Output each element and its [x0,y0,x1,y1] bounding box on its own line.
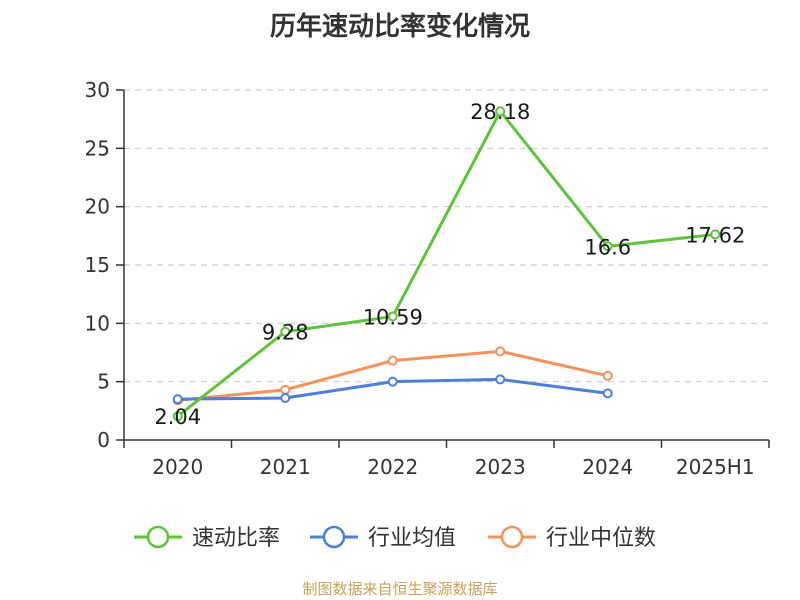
series-line-0 [176,109,716,418]
x-tick-label: 2021 [260,455,311,479]
data-point [602,370,613,381]
data-label: 9.28 [262,321,309,345]
y-tick-label: 20 [85,195,110,219]
data-point [280,326,291,337]
y-tick-label: 0 [97,428,110,452]
data-label: 16.6 [584,235,631,259]
x-tick-label: 2022 [367,455,418,479]
data-label: 2.04 [154,405,201,429]
legend-label: 行业中位数 [546,526,656,551]
legend-label: 行业均值 [368,526,456,551]
data-point [495,106,506,117]
x-tick-label: 2024 [582,455,633,479]
y-tick-label: 15 [85,253,110,277]
data-point [602,388,613,399]
data-point [495,374,506,385]
source-note: 制图数据来自恒生聚源数据库 [302,580,498,598]
chart-title: 历年速动比率变化情况 [269,12,530,42]
data-point [602,241,613,252]
x-tick-label: 2023 [475,455,526,479]
data-point [172,394,183,405]
y-tick-label: 25 [85,136,110,160]
data-point [387,355,398,366]
data-point [280,393,291,403]
legend-item: 行业中位数 [488,525,656,551]
legend-label: 速动比率 [192,526,280,551]
legend-marker [146,525,170,549]
legend-marker [322,525,346,549]
y-tick-label: 30 [85,78,110,102]
data-label: 17.62 [685,223,745,247]
data-point [710,229,721,240]
y-tick-label: 5 [97,370,110,394]
legend-item: 行业均值 [310,525,456,551]
legend-marker [500,525,524,549]
data-point [495,346,506,357]
data-label: 28.18 [470,100,530,124]
x-tick-label: 2020 [152,455,203,479]
legend-item: 速动比率 [134,525,280,551]
y-tick-label: 10 [85,311,110,335]
data-label: 10.59 [363,305,423,329]
data-point [387,311,398,322]
data-point [172,411,183,422]
data-point [387,376,398,387]
x-tick-label: 2025H1 [676,455,755,479]
data-point [280,384,291,395]
